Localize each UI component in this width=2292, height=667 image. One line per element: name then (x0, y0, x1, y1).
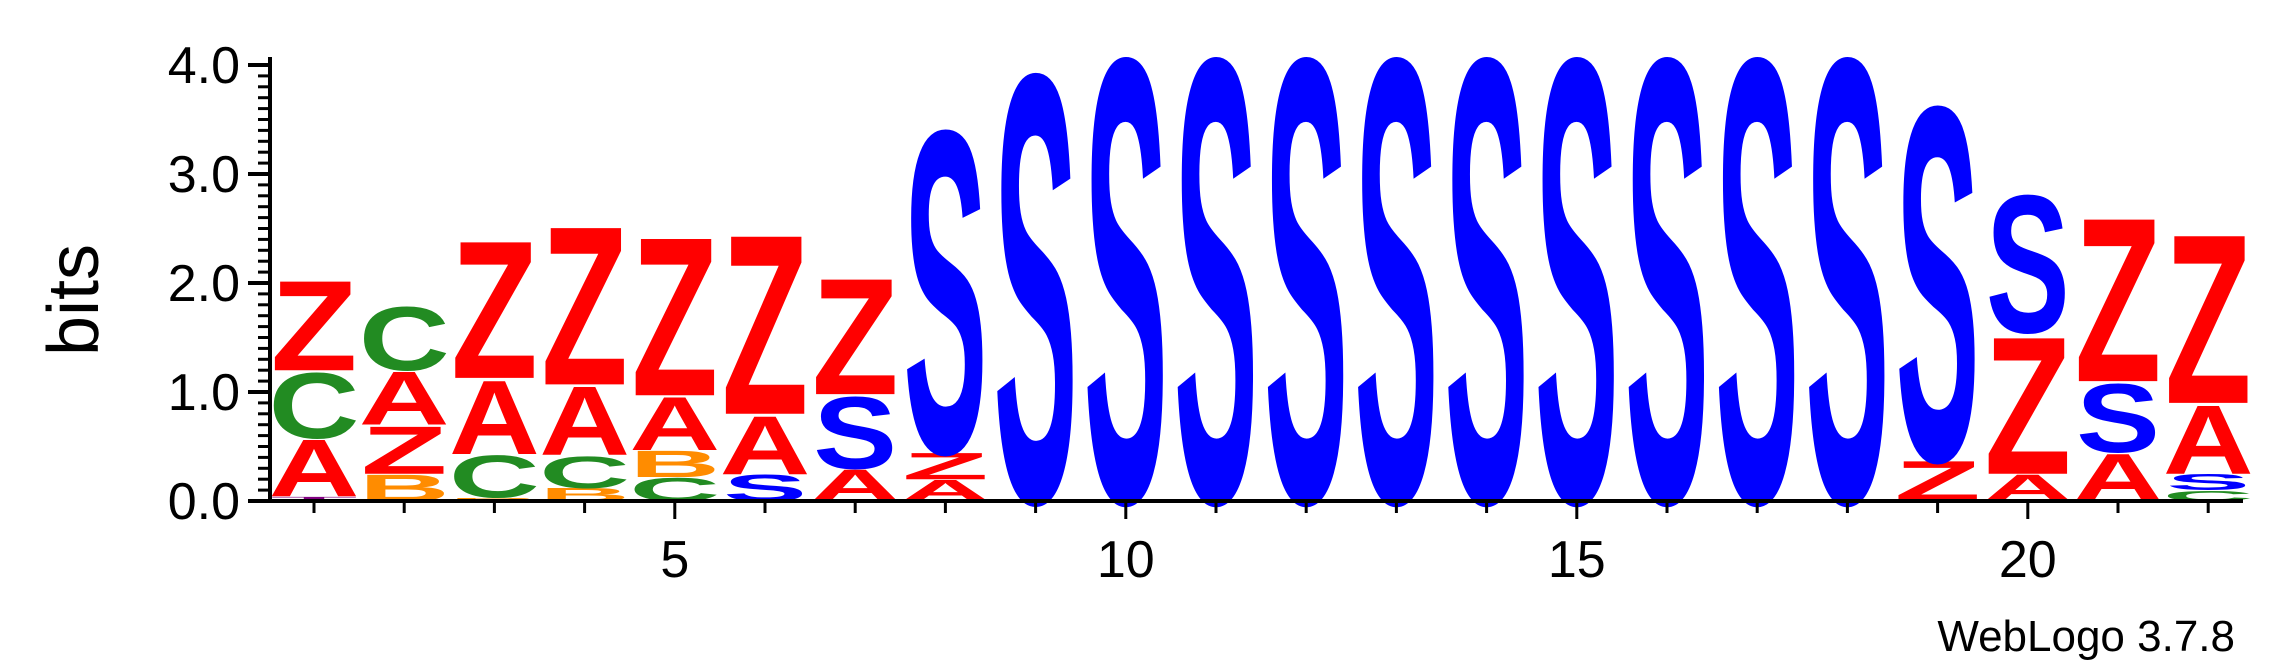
logo-axes: 0.0 1.0 2.0 3.0 4.0 5 10 15 20 (168, 37, 2243, 589)
logo-glyph-z: Z (631, 191, 718, 444)
logo-glyph-z: Z (2075, 169, 2162, 432)
y-tick-label: 3.0 (168, 146, 240, 204)
logo-glyph-s: S (1445, 0, 1529, 637)
logo-glyph-z: Z (812, 243, 899, 429)
y-tick-label: 1.0 (168, 364, 240, 422)
y-tick-label: 4.0 (168, 37, 240, 95)
logo-glyph-s: S (1354, 0, 1438, 637)
logo-glyph-a: A (449, 358, 540, 476)
y-tick-label: 0.0 (168, 473, 240, 531)
weblogo-version-label: WebLogo 3.7.8 (1937, 612, 2235, 661)
logo-glyph-s: S (2166, 470, 2250, 495)
logo-glyph-s: S (1715, 0, 1799, 637)
x-tick-label: 15 (1548, 531, 1606, 589)
logo-glyph-s: S (1264, 0, 1348, 637)
logo-glyph-a: A (539, 366, 630, 476)
logo-glyph-s: S (1535, 0, 1619, 637)
logo-glyph-s: S (1625, 0, 1709, 637)
logo-glyph-c: C (539, 447, 630, 498)
logo-glyph-t: T (271, 496, 358, 503)
x-tick-label: 5 (660, 531, 689, 589)
logo-glyph-z: Z (722, 182, 809, 469)
logo-glyph-z: Z (451, 201, 538, 420)
logo-glyph-c: C (269, 353, 360, 458)
logo-glyph-s: S (903, 34, 987, 550)
logo-glyph-z: Z (361, 412, 448, 488)
y-axis-label: bits (34, 244, 114, 356)
logo-glyph-s: S (813, 376, 897, 491)
logo-glyph-z: Z (1984, 297, 2071, 516)
logo-glyph-s: S (1805, 0, 1889, 637)
logo-glyph-layer: TACZBZACBCAZBCAZCBAZSAZASZAZSSSSSSSSSSSZ… (269, 0, 2254, 637)
logo-glyph-s: S (1174, 0, 1258, 637)
y-tick-label: 2.0 (168, 255, 240, 313)
logo-glyph-z: Z (902, 445, 989, 487)
logo-glyph-z: Z (2165, 184, 2252, 455)
logo-glyph-a: A (629, 381, 720, 466)
logo-glyph-s: S (1896, 2, 1980, 568)
logo-glyph-a: A (2163, 385, 2254, 495)
logo-glyph-z: Z (541, 181, 628, 434)
logo-glyph-c: C (359, 289, 450, 390)
logo-glyph-b: B (629, 443, 720, 485)
x-tick-label: 10 (1097, 531, 1155, 589)
logo-glyph-s: S (1986, 154, 2070, 373)
logo-glyph-s: S (1084, 0, 1168, 637)
logo-glyph-a: A (359, 356, 450, 441)
logo-glyph-s: S (2076, 363, 2160, 473)
x-tick-label: 20 (1999, 531, 2057, 589)
logo-glyph-z: Z (271, 253, 358, 397)
logo-glyph-a: A (720, 398, 811, 492)
logo-glyph-s: S (994, 0, 1078, 631)
